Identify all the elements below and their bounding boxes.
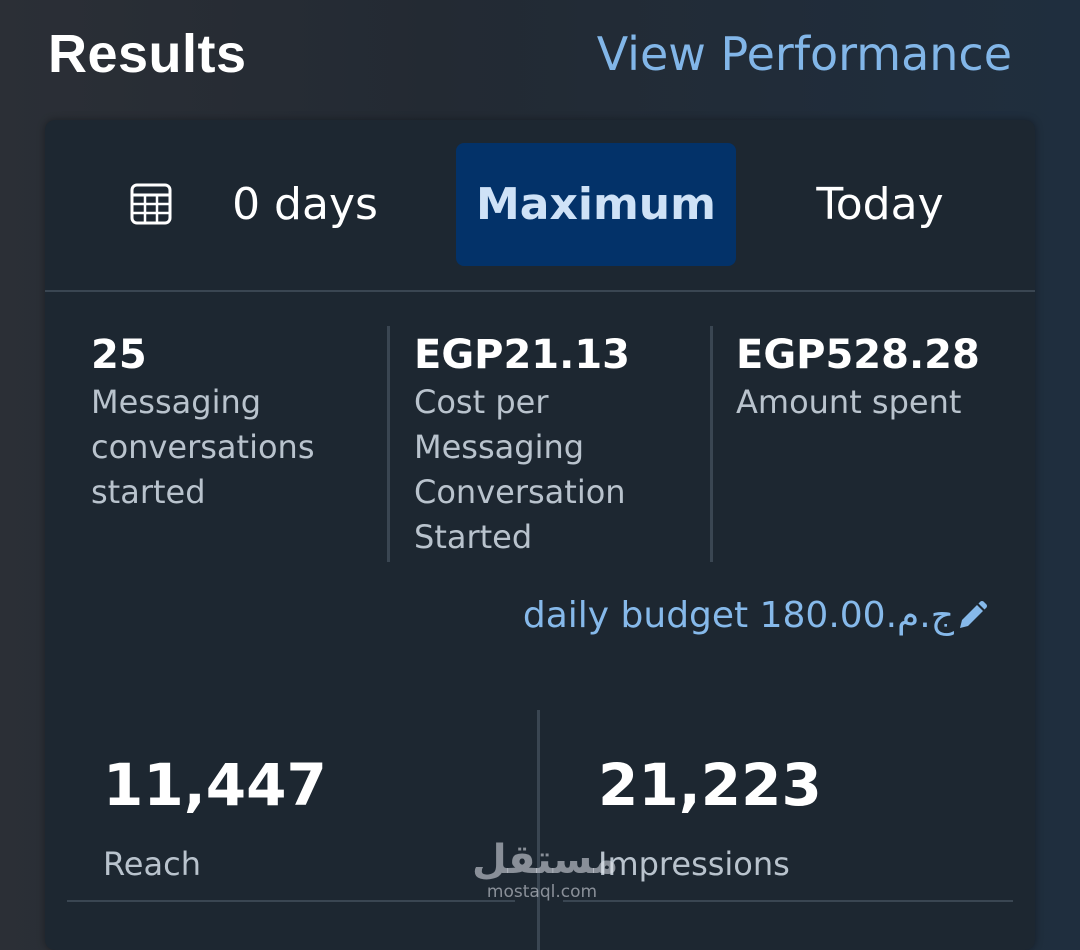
watermark-logo: مستقل mostaql.com [472, 837, 619, 902]
tab-maximum[interactable]: Maximum [456, 143, 736, 266]
metric-amount-spent: EGP528.28 Amount spent [736, 330, 1026, 425]
divider [387, 326, 390, 562]
metric-value: 25 [91, 332, 147, 378]
page-title: Results [48, 24, 247, 84]
stats-row: 11,447 Reach 21,223 Impressions [45, 710, 1035, 950]
metric-label: Cost per Messaging Conversation Started [414, 383, 626, 556]
metric-label: Amount spent [736, 383, 962, 421]
divider [537, 710, 540, 950]
metric-cost-per-conversation: EGP21.13 Cost per Messaging Conversation… [414, 330, 704, 560]
metric-conversations: 25 Messaging conversations started [91, 330, 381, 515]
results-card: 0 days Maximum Today 25 Messaging conver… [45, 120, 1035, 950]
results-header: Results View Performance [0, 0, 1080, 110]
stat-reach: 11,447 Reach [103, 750, 327, 886]
daily-budget-link[interactable]: daily budget 180.00ج.م.‏ [523, 592, 988, 640]
metric-value: EGP528.28 [736, 332, 980, 378]
daily-budget-text: daily budget 180.00ج.م.‏ [522, 595, 954, 636]
metric-label: Messaging conversations started [91, 383, 315, 511]
stat-value: 11,447 [103, 751, 327, 819]
stat-label: Reach [103, 845, 201, 883]
divider [67, 900, 515, 902]
pencil-icon[interactable] [956, 600, 988, 632]
metrics-row: 25 Messaging conversations started EGP21… [45, 292, 1035, 572]
divider [563, 900, 1013, 902]
stat-label: Impressions [598, 845, 790, 883]
divider [710, 326, 713, 562]
watermark-arabic: مستقل [472, 837, 619, 883]
calendar-icon[interactable] [129, 182, 173, 226]
watermark-latin: mostaql.com [486, 882, 598, 902]
tab-days[interactable]: 0 days [232, 179, 378, 230]
tab-today[interactable]: Today [816, 179, 944, 230]
view-performance-link[interactable]: View Performance [596, 27, 1012, 81]
stat-impressions: 21,223 Impressions [598, 750, 822, 886]
date-range-tabs: 0 days Maximum Today [45, 120, 1035, 292]
metric-value: EGP21.13 [414, 332, 630, 378]
stat-value: 21,223 [598, 751, 822, 819]
